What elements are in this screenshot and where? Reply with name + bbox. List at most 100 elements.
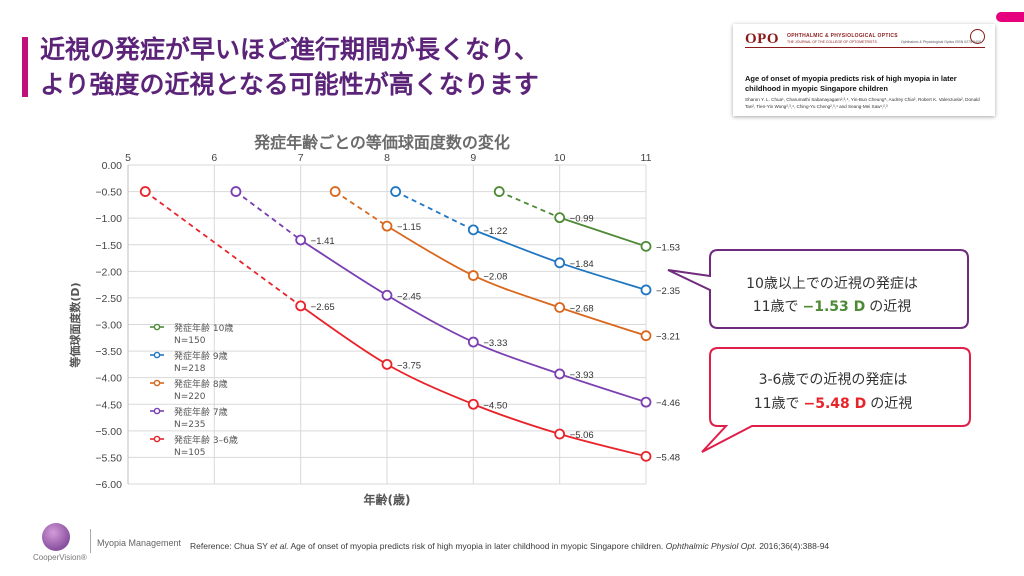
- footer-brand: Myopia Management: [97, 538, 182, 548]
- y-axis-label: 等価球面度数(D): [68, 282, 82, 368]
- series-point: [381, 220, 393, 232]
- series-point: [554, 302, 566, 313]
- journal-logo: OPO: [745, 31, 779, 47]
- legend-label: 発症年齢 10歳: [174, 322, 233, 334]
- series-point: [390, 186, 402, 197]
- legend-count: N=220: [174, 392, 206, 402]
- journal-name: OPHTHALMIC & PHYSIOLOGICAL OPTICS: [787, 33, 898, 39]
- series-point: [554, 257, 566, 269]
- callout-upper-line2: 11歳で −1.53 D の近視: [753, 299, 912, 315]
- legend-label: 発症年齢 8歳: [174, 378, 228, 390]
- chart-legend: 発症年齢 10歳 N=150 発症年齢 9歳 N=218 発症年齢 8歳 N=220 発症年…: [150, 322, 238, 458]
- slide-title-line1: 近視の発症が早いほど進行期間が長くなり、: [40, 35, 540, 64]
- data-label: −2.45: [397, 291, 421, 302]
- data-label: −1.84: [570, 259, 594, 270]
- paper-authors: Sharon Y. L. Chua¹, Charumathi Sabanayag…: [745, 97, 980, 109]
- series-point: [467, 336, 479, 348]
- reference-etal: et al.: [270, 541, 289, 551]
- legend-count: N=235: [174, 420, 205, 430]
- data-label: −2.35: [656, 286, 680, 297]
- y-tick-label: −2.00: [95, 266, 122, 278]
- callout-upper-bubble: [667, 249, 969, 329]
- coopervision-logo-icon: [42, 523, 70, 551]
- x-axis-ticks: 5 6 7 8 9 10 11: [125, 152, 652, 164]
- journal-subtitle: THE JOURNAL OF THE COLLEGE OF OPTOMETRIS…: [787, 40, 877, 44]
- x-tick-label: 9: [470, 152, 476, 164]
- reference-mid: Age of onset of myopia predicts risk of …: [288, 541, 666, 551]
- callout-lower: 3-6歳での近視の発症は 11歳で −5.48 D の近視: [701, 347, 971, 453]
- data-label: −2.08: [483, 272, 507, 283]
- callout-lower-line1: 3-6歳での近視の発症は: [759, 372, 908, 388]
- slide-title-line2: より強度の近視となる可能性が高くなります: [40, 70, 539, 99]
- callout-upper-pre: 11歳で: [753, 299, 799, 315]
- series-line: [559, 216, 647, 248]
- series-dashed-segment: [395, 190, 474, 231]
- y-tick-label: −1.50: [95, 240, 122, 252]
- x-tick-label: 6: [211, 152, 217, 164]
- coopervision-logo-text: CooperVision®: [33, 553, 87, 562]
- series-dashed-segment: [144, 190, 302, 307]
- data-label: −3.21: [656, 332, 680, 343]
- series-point: [554, 212, 566, 224]
- callout-upper-post: の近視: [869, 299, 911, 315]
- series-line: [386, 225, 647, 337]
- data-label: −1.41: [311, 236, 335, 247]
- legend-count: N=218: [174, 364, 206, 374]
- series-point: [640, 396, 652, 408]
- journal-issn: Ophthalmic & Physiological Optics ISSN 0…: [900, 40, 981, 44]
- legend-marker: [153, 351, 161, 359]
- callout-lower-bubble: [701, 347, 971, 453]
- series-point: [467, 224, 479, 236]
- reference-post: 2016;36(4):388-94: [756, 541, 830, 551]
- paper-thumbnail: OPO OPHTHALMIC & PHYSIOLOGICAL OPTICS TH…: [733, 24, 995, 116]
- legend-label: 発症年齢 9歳: [174, 350, 228, 362]
- series-point: [640, 240, 652, 252]
- data-label: −2.65: [311, 302, 335, 313]
- series-group: −1.15 −2.08 −2.68 −3.21: [329, 186, 680, 343]
- data-label: −5.48: [656, 452, 680, 463]
- y-tick-label: −2.50: [95, 293, 122, 305]
- y-axis-ticks: 0.00 −0.50 −1.00 −1.50 −2.00 −2.50 −3.00 −3.50 −…: [95, 160, 122, 491]
- y-tick-label: −3.00: [95, 320, 122, 332]
- data-label: −4.50: [483, 400, 507, 411]
- callout-upper: 10歳以上での近視の発症は 11歳で −1.53 D の近視: [667, 249, 969, 329]
- callout-upper-value: −1.53 D: [803, 299, 866, 315]
- data-label: −1.15: [397, 222, 421, 233]
- legend-marker: [153, 435, 161, 443]
- title-accent-bar: [22, 37, 28, 97]
- footer-divider: [90, 529, 91, 553]
- paper-header: OPO OPHTHALMIC & PHYSIOLOGICAL OPTICS TH…: [745, 29, 985, 48]
- y-tick-label: −3.50: [95, 346, 122, 358]
- x-tick-label: 8: [384, 152, 390, 164]
- series-point: [640, 284, 652, 296]
- series-point: [640, 450, 652, 462]
- series-group: −1.41 −2.45 −3.33 −3.93 −4.46: [230, 186, 680, 409]
- legend-label: 発症年齢 3–6歳: [174, 434, 238, 446]
- corner-accent: [996, 12, 1024, 22]
- legend-count: N=105: [174, 448, 205, 458]
- reference-citation: Reference: Chua SY et al. Age of onset o…: [190, 541, 829, 551]
- data-label: −0.99: [570, 214, 594, 225]
- series-point: [381, 289, 393, 301]
- data-label: −2.68: [570, 303, 594, 314]
- series-point: [329, 186, 341, 197]
- legend-marker: [153, 323, 161, 331]
- data-label: −1.53: [656, 242, 680, 253]
- series-point: [230, 186, 242, 197]
- reference-pre: Reference: Chua SY: [190, 541, 271, 551]
- callout-lower-post: の近視: [870, 396, 912, 412]
- series-dashed-segment: [235, 190, 302, 241]
- series-point: [467, 270, 479, 281]
- y-tick-label: −1.00: [95, 213, 122, 225]
- series-point: [554, 428, 566, 440]
- y-tick-label: −6.00: [95, 479, 122, 491]
- x-axis-label: 年齢(歳): [364, 492, 411, 507]
- legend-marker: [153, 407, 161, 415]
- series-group: −0.99 −1.53: [493, 186, 680, 253]
- legend-count: N=150: [174, 336, 206, 346]
- data-label: −3.93: [570, 370, 594, 381]
- x-tick-label: 7: [298, 152, 304, 164]
- callout-upper-line1: 10歳以上での近視の発症は: [746, 276, 918, 292]
- callout-lower-line2: 11歳で −5.48 D の近視: [754, 396, 913, 412]
